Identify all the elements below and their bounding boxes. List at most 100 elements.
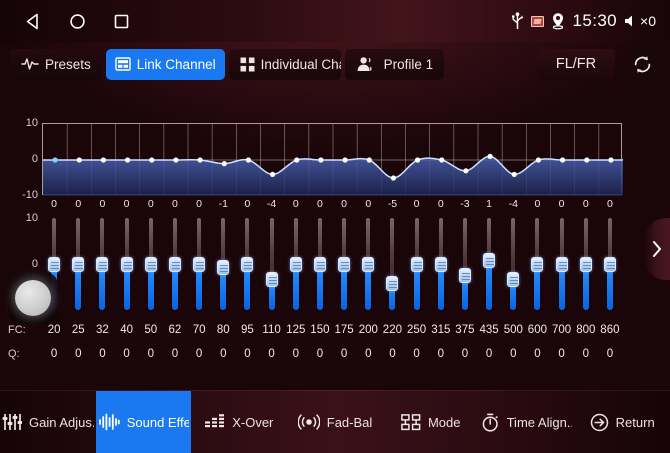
individual-channel-tab[interactable]: Individual Channel (228, 48, 341, 80)
eq-slider[interactable] (483, 218, 496, 310)
q-value-cell[interactable]: 0 (389, 348, 396, 360)
fc-value-cell[interactable]: 25 (71, 324, 85, 336)
eq-slider[interactable] (507, 218, 520, 310)
eq-slider[interactable] (458, 218, 471, 310)
back-triangle-icon[interactable] (22, 10, 44, 32)
q-value-cell[interactable]: 0 (413, 348, 420, 360)
slider-thumb[interactable] (338, 256, 351, 272)
fc-value-cell[interactable]: 20 (47, 324, 61, 336)
slider-thumb[interactable] (241, 256, 254, 272)
slider-thumb[interactable] (120, 256, 133, 272)
q-value-cell[interactable]: 0 (485, 348, 493, 360)
slider-thumb[interactable] (193, 256, 206, 272)
fc-value-cell[interactable]: 95 (240, 324, 254, 336)
slider-thumb[interactable] (217, 260, 230, 276)
bottom-nav-time-align[interactable]: Time Align.. (479, 391, 575, 453)
eq-slider[interactable] (241, 218, 254, 310)
q-value-cell[interactable]: 0 (340, 348, 348, 360)
fc-value-cell[interactable]: 110 (262, 324, 281, 336)
bottom-nav-fad-bal[interactable]: Fad-Bal (287, 391, 383, 453)
fc-value-cell[interactable]: 435 (479, 324, 499, 336)
next-page-button[interactable] (644, 218, 670, 280)
q-value-cell[interactable]: 0 (123, 348, 130, 360)
bottom-nav-return[interactable]: Return (574, 391, 670, 453)
eq-slider[interactable] (386, 218, 399, 310)
eq-slider[interactable] (434, 218, 447, 310)
eq-slider[interactable] (144, 218, 157, 310)
slider-thumb[interactable] (362, 256, 375, 272)
slider-thumb[interactable] (507, 271, 520, 287)
q-value-cell[interactable]: 0 (582, 348, 589, 360)
q-value-cell[interactable]: 0 (75, 348, 82, 360)
eq-slider[interactable] (96, 218, 109, 310)
fc-value-cell[interactable]: 800 (576, 324, 596, 336)
fc-value-cell[interactable]: 50 (144, 324, 158, 336)
recents-square-icon[interactable] (110, 10, 132, 32)
slider-thumb[interactable] (603, 256, 616, 272)
eq-slider[interactable] (265, 218, 278, 310)
eq-slider[interactable] (362, 218, 375, 310)
slider-thumb[interactable] (531, 256, 544, 272)
eq-slider[interactable] (193, 218, 206, 310)
q-value-cell[interactable]: 0 (244, 348, 251, 360)
q-value-cell[interactable]: 0 (365, 348, 372, 360)
slider-thumb[interactable] (579, 256, 592, 272)
q-value-cell[interactable]: 0 (99, 348, 106, 360)
bottom-nav-gain-adjus[interactable]: Gain Adjus.. (0, 391, 96, 453)
fc-value-cell[interactable]: 315 (431, 324, 451, 336)
eq-slider[interactable] (217, 218, 230, 310)
q-value-cell[interactable]: 0 (195, 348, 203, 360)
eq-slider[interactable] (555, 218, 568, 310)
slider-thumb[interactable] (144, 256, 157, 272)
flfr-channel-button[interactable]: FL/FR (537, 48, 615, 80)
q-value-cell[interactable]: 0 (437, 348, 444, 360)
eq-slider[interactable] (579, 218, 592, 310)
q-value-cell[interactable]: 0 (220, 348, 227, 360)
fc-value-cell[interactable]: 250 (407, 324, 427, 336)
fc-value-cell[interactable]: 32 (95, 324, 109, 336)
eq-slider[interactable] (289, 218, 302, 310)
slider-thumb[interactable] (386, 275, 399, 291)
eq-slider[interactable] (531, 218, 544, 310)
eq-slider[interactable] (120, 218, 133, 310)
q-value-cell[interactable]: 0 (558, 348, 565, 360)
q-value-cell[interactable]: 0 (316, 348, 324, 360)
slider-thumb[interactable] (458, 268, 471, 284)
rotary-knob-icon[interactable] (8, 272, 58, 324)
slider-thumb[interactable] (555, 256, 568, 272)
fc-value-cell[interactable]: 150 (310, 324, 330, 336)
fc-value-cell[interactable]: 500 (503, 324, 523, 336)
slider-thumb[interactable] (265, 271, 278, 287)
q-value-cell[interactable]: 0 (606, 348, 614, 360)
q-value-cell[interactable]: 0 (510, 348, 517, 360)
slider-thumb[interactable] (96, 256, 109, 272)
presets-button[interactable]: Presets (10, 48, 102, 80)
slider-thumb[interactable] (289, 256, 302, 272)
q-value-cell[interactable]: 0 (461, 348, 469, 360)
bottom-nav-sound-effec[interactable]: Sound Effec (95, 391, 192, 453)
fc-value-cell[interactable]: 375 (455, 324, 475, 336)
q-value-cell[interactable]: 0 (147, 348, 154, 360)
fc-value-cell[interactable]: 80 (216, 324, 230, 336)
fc-value-cell[interactable]: 700 (552, 324, 572, 336)
volume-mute-icon[interactable]: ×0 (624, 13, 656, 29)
slider-thumb[interactable] (72, 256, 85, 272)
bottom-nav-mode[interactable]: Mode (383, 391, 479, 453)
reset-button[interactable] (627, 48, 658, 80)
q-value-cell[interactable]: 0 (268, 348, 275, 360)
slider-thumb[interactable] (410, 256, 423, 272)
slider-thumb[interactable] (313, 256, 326, 272)
eq-curve-graph[interactable] (42, 123, 623, 196)
slider-thumb[interactable] (48, 256, 61, 272)
eq-slider[interactable] (410, 218, 423, 310)
eq-slider[interactable] (603, 218, 616, 310)
fc-value-cell[interactable]: 860 (600, 324, 620, 336)
q-value-cell[interactable]: 0 (171, 348, 179, 360)
fc-value-cell[interactable]: 175 (334, 324, 354, 336)
q-value-cell[interactable]: 0 (50, 348, 58, 360)
eq-slider[interactable] (313, 218, 326, 310)
link-channel-tab[interactable]: Link Channel (105, 48, 225, 80)
eq-slider[interactable] (72, 218, 85, 310)
q-value-cell[interactable]: 0 (534, 348, 541, 360)
fc-value-cell[interactable]: 62 (168, 324, 182, 336)
